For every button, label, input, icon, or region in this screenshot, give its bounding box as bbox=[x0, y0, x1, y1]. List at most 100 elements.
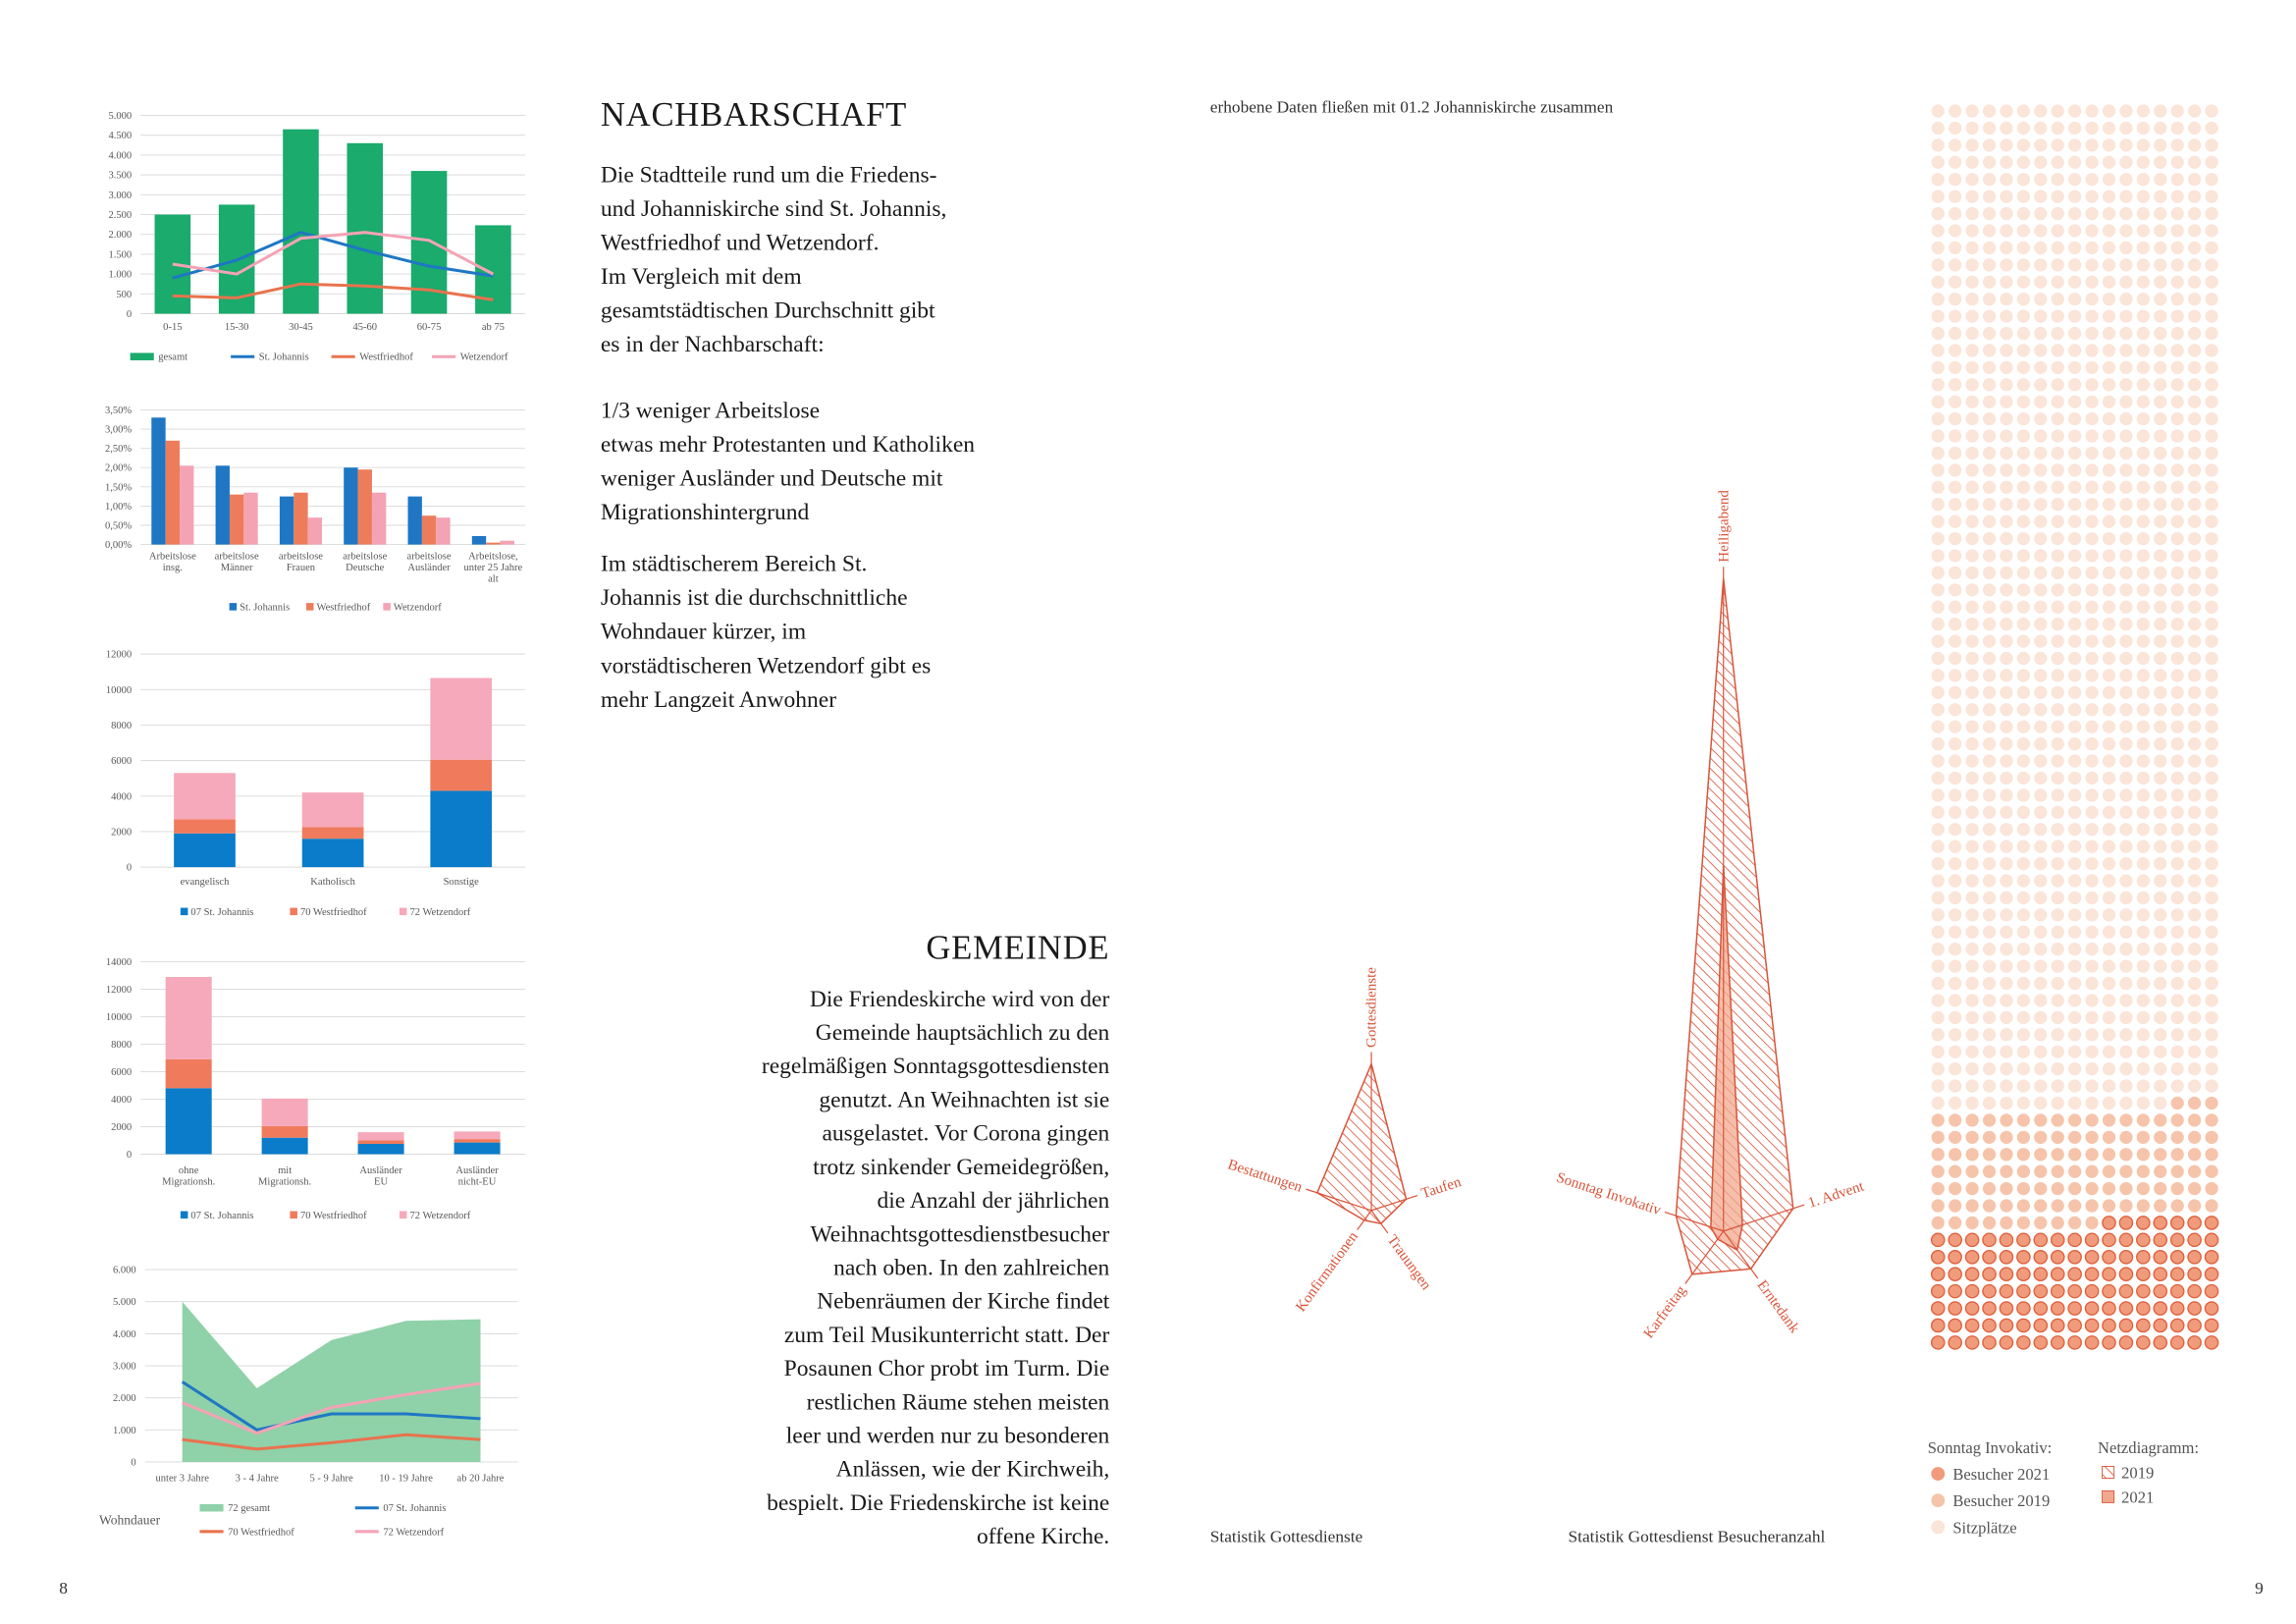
seat-dot bbox=[2136, 891, 2150, 905]
seat-dot bbox=[2034, 685, 2048, 699]
seat-dot bbox=[2170, 293, 2184, 306]
seat-dot bbox=[1965, 600, 1979, 614]
seat-dot bbox=[1982, 703, 1997, 717]
seat-dot bbox=[2187, 480, 2202, 494]
seat-dot bbox=[2205, 104, 2218, 118]
seat-dot bbox=[2102, 976, 2116, 991]
x-tick-label: Arbeitslose insg. bbox=[149, 552, 196, 573]
seat-dot bbox=[2187, 994, 2202, 1007]
seat-dot bbox=[2205, 1113, 2218, 1127]
seat-dot bbox=[2051, 206, 2064, 221]
seat-dot bbox=[2016, 446, 2031, 460]
legend-label: 07 St. Johannis bbox=[383, 1503, 446, 1514]
seat-dot bbox=[2187, 583, 2202, 597]
seat-dot bbox=[2170, 685, 2184, 699]
seat-dot bbox=[2205, 976, 2218, 991]
seat-dot bbox=[2000, 856, 2013, 871]
legend-swatch bbox=[229, 603, 238, 611]
seat-dot bbox=[1965, 429, 1979, 443]
seat-dot bbox=[1982, 1181, 1997, 1196]
seat-dot bbox=[1949, 839, 1962, 853]
seat-dot bbox=[2119, 925, 2133, 939]
seat-dot bbox=[2102, 1148, 2116, 1162]
seat-dot bbox=[2205, 531, 2218, 546]
seat-dot bbox=[2187, 634, 2202, 648]
seat-dot bbox=[2068, 1148, 2082, 1162]
bar-segment bbox=[357, 1132, 404, 1141]
seat-dot bbox=[2154, 754, 2167, 768]
seat-dot bbox=[2016, 1130, 2031, 1144]
seat-dot bbox=[2205, 823, 2218, 837]
seat-dot bbox=[1982, 514, 1997, 528]
seat-dot bbox=[2170, 823, 2184, 837]
x-tick-label: Arbeitslose, unter 25 Jahre alt bbox=[464, 552, 523, 585]
seat-dot bbox=[2102, 173, 2116, 187]
seat-dot bbox=[2034, 293, 2048, 306]
seat-dot bbox=[1931, 925, 1945, 939]
seat-dot bbox=[1931, 1199, 1945, 1213]
seat-dot bbox=[2068, 463, 2082, 477]
seat-dot bbox=[2187, 943, 2202, 956]
seat-dot bbox=[2000, 531, 2013, 546]
seat-dot bbox=[2000, 549, 2013, 563]
seat-dot bbox=[1931, 959, 1945, 973]
seat-dot bbox=[1982, 411, 1997, 426]
seat-dot bbox=[1931, 634, 1945, 648]
seat-dot bbox=[2102, 429, 2116, 443]
bar-segment bbox=[165, 976, 212, 1059]
legend-swatch bbox=[290, 907, 297, 916]
seat-dot bbox=[2000, 293, 2013, 306]
seat-dot bbox=[1949, 1216, 1962, 1230]
seat-dot bbox=[2102, 309, 2116, 323]
seat-dot bbox=[2154, 309, 2167, 323]
seat-dot bbox=[2136, 566, 2150, 580]
seat-dot bbox=[2205, 173, 2218, 187]
seat-dot bbox=[2154, 618, 2167, 631]
seat-dot bbox=[2085, 1216, 2099, 1230]
paragraph-line: mehr Langzeit Anwohner bbox=[601, 687, 836, 713]
seat-dot bbox=[1965, 976, 1979, 991]
seat-dot bbox=[1982, 1164, 1997, 1178]
seat-dot bbox=[2154, 788, 2167, 802]
seat-dot bbox=[2204, 1232, 2219, 1248]
seat-dot bbox=[2016, 326, 2031, 341]
radar-axis bbox=[1723, 1204, 1805, 1232]
seat-dot bbox=[2154, 1130, 2167, 1144]
seat-dot bbox=[2016, 788, 2031, 802]
seat-dot bbox=[2187, 669, 2202, 682]
seat-dot bbox=[2034, 1079, 2048, 1093]
bar-segment bbox=[165, 1088, 212, 1155]
seat-dot bbox=[2102, 514, 2116, 528]
seat-dot bbox=[2119, 566, 2133, 580]
legend-label: Wetzendorf bbox=[460, 352, 508, 363]
seat-dot bbox=[2051, 600, 2064, 614]
seat-dot bbox=[2154, 600, 2167, 614]
seat-dot bbox=[2187, 411, 2202, 426]
seat-dot bbox=[2119, 155, 2133, 169]
seat-dot bbox=[1982, 463, 1997, 477]
seat-dot bbox=[1982, 446, 1997, 460]
seat-dot bbox=[2154, 258, 2167, 272]
seat-dot bbox=[2170, 1045, 2184, 1058]
seat-dot bbox=[2051, 1216, 2064, 1230]
seat-dot bbox=[2154, 224, 2167, 238]
seat-dot bbox=[2068, 155, 2082, 169]
x-tick-label: Ausländer EU bbox=[359, 1165, 402, 1187]
seat-dot bbox=[2034, 1113, 2048, 1127]
seat-dot bbox=[1931, 463, 1945, 477]
seat-dot bbox=[2170, 344, 2184, 357]
seat-dot bbox=[2187, 1164, 2202, 1178]
seat-dot bbox=[1965, 293, 1979, 306]
seat-dot bbox=[2187, 600, 2202, 614]
seat-dot bbox=[2187, 703, 2202, 717]
seat-dot bbox=[2034, 395, 2048, 408]
seat-dot bbox=[2085, 720, 2099, 733]
seat-dot bbox=[1949, 344, 1962, 357]
seat-dot bbox=[2068, 943, 2082, 956]
seat-dot bbox=[1930, 1249, 1946, 1265]
legend-label: 2021 bbox=[2121, 1488, 2154, 1506]
heading: NACHBARSCHAFT bbox=[601, 96, 907, 134]
bar bbox=[357, 469, 372, 545]
seat-dot bbox=[2170, 395, 2184, 408]
seat-dot bbox=[1949, 1010, 1962, 1025]
